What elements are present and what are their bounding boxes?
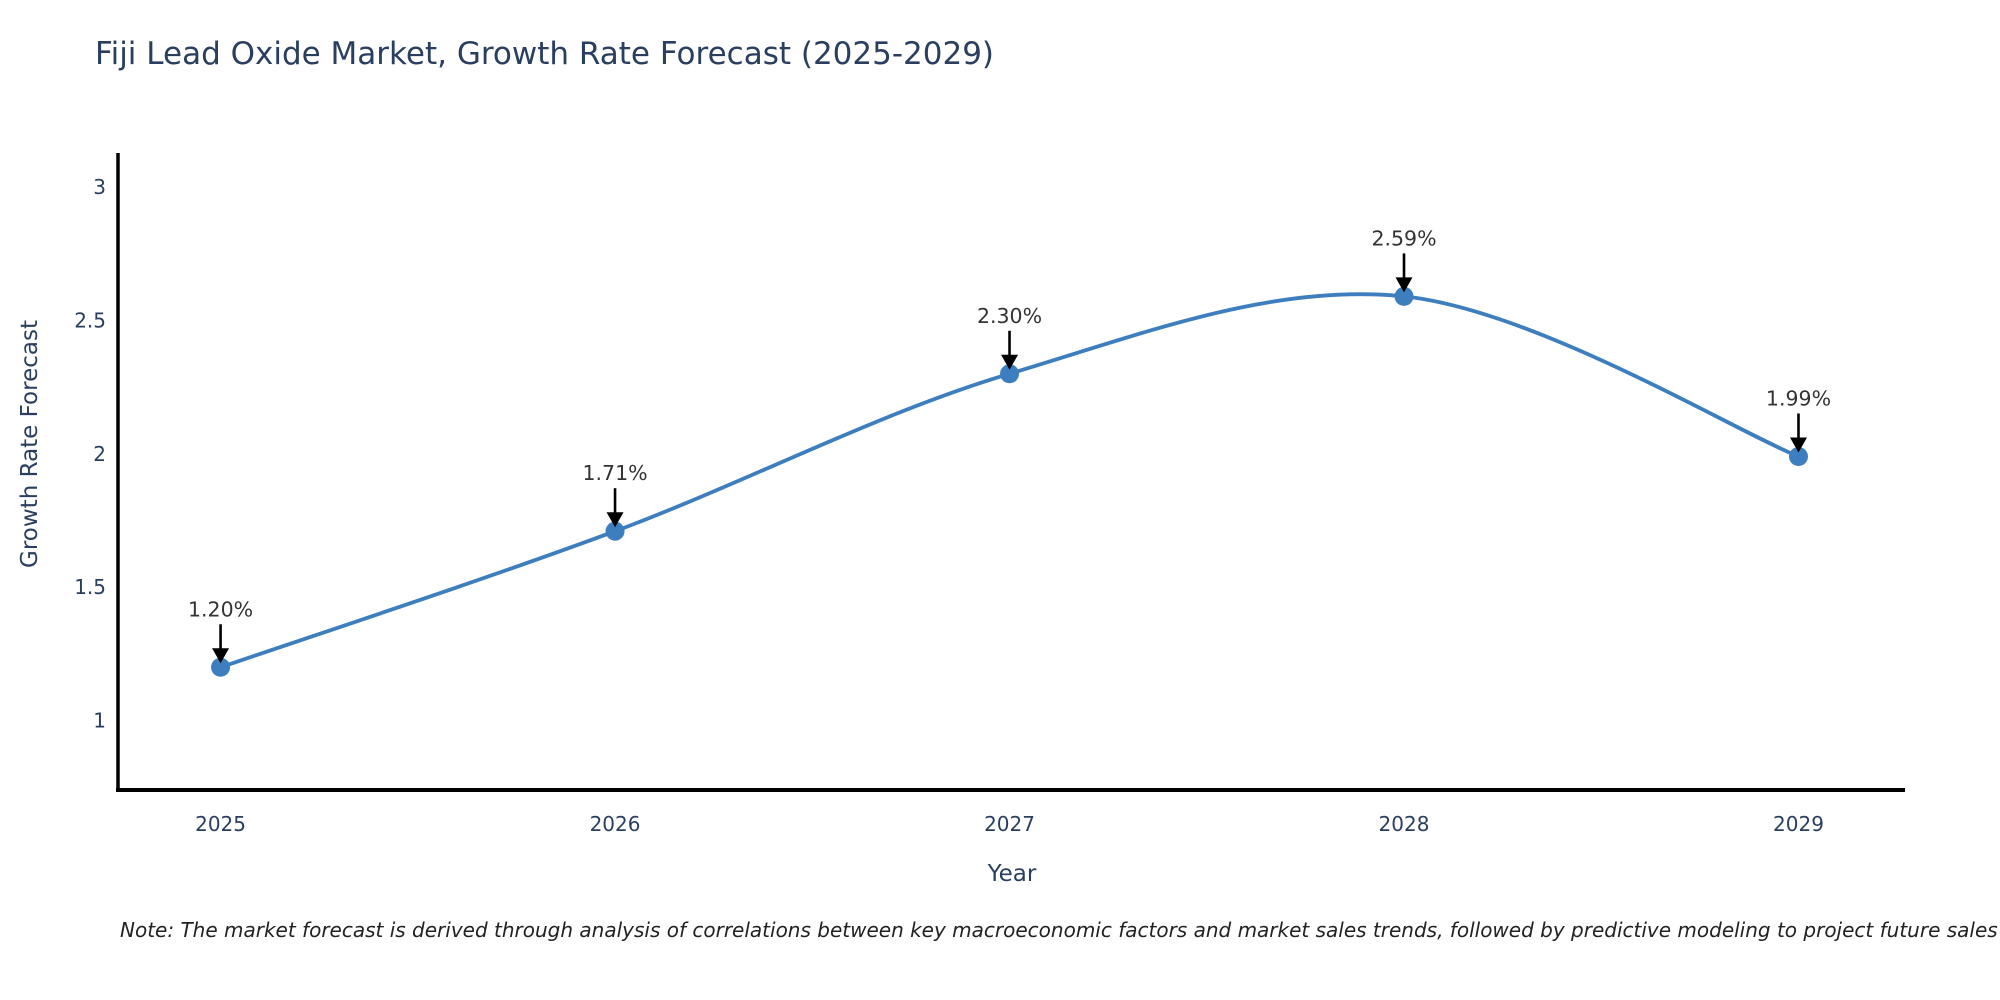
chart-title: Fiji Lead Oxide Market, Growth Rate Fore…	[95, 36, 995, 72]
data-point-marker	[605, 521, 625, 541]
x-tick-label: 2029	[1773, 812, 1824, 836]
x-tick-label: 2028	[1379, 812, 1430, 836]
x-axis-title: Year	[987, 861, 1037, 887]
footnote: Note: The market forecast is derived thr…	[120, 918, 1998, 942]
y-tick-label: 1	[93, 709, 106, 733]
data-point-label: 2.59%	[1371, 226, 1436, 250]
annotation-arrowhead	[606, 512, 624, 528]
data-point-label: 1.20%	[188, 597, 253, 621]
annotation-arrowhead	[1001, 354, 1019, 370]
data-point-marker	[1000, 364, 1020, 384]
x-tick-label: 2027	[984, 812, 1035, 836]
data-point-marker	[1394, 286, 1414, 306]
data-point-label: 1.99%	[1766, 386, 1831, 410]
x-tick-label: 2026	[590, 812, 641, 836]
annotation-arrowhead	[212, 648, 230, 664]
y-tick-label: 3	[93, 175, 106, 199]
y-tick-label: 2.5	[74, 308, 106, 332]
data-point-label: 1.71%	[582, 461, 647, 485]
data-point-marker	[1788, 446, 1808, 466]
annotation-arrowhead	[1789, 437, 1807, 453]
y-tick-label: 1.5	[74, 575, 106, 599]
x-tick-label: 2025	[195, 812, 246, 836]
data-point-marker	[211, 657, 231, 677]
annotation-arrowhead	[1395, 277, 1413, 293]
y-tick-label: 2	[93, 442, 106, 466]
data-point-label: 2.30%	[977, 304, 1042, 328]
